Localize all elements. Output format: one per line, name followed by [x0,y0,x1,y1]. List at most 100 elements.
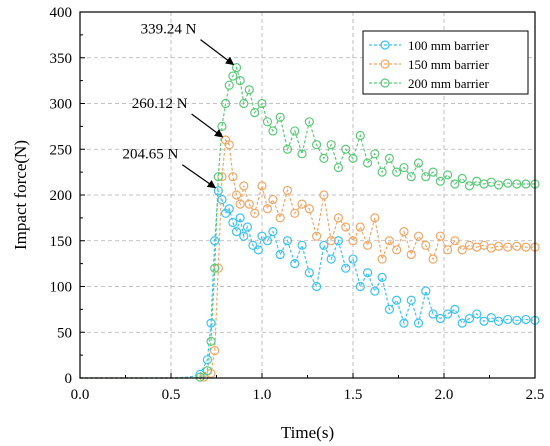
legend-label: 100 mm barrier [408,38,490,53]
data-point [370,149,380,159]
data-point [503,314,513,325]
data-point [257,181,267,191]
data-point [362,268,373,278]
data-point [319,190,329,200]
data-point [384,304,394,314]
data-point [290,126,300,136]
y-tick-label: 350 [50,51,73,67]
data-point [413,158,424,168]
data-point [333,236,344,246]
data-point [348,153,358,163]
data-point [262,117,273,127]
data-point [512,315,522,325]
legend-label: 150 mm barrier [408,57,490,72]
data-point [494,241,504,251]
data-point [355,130,365,141]
y-tick-label: 300 [50,97,73,113]
axis-ticks: 0.0 0.5 1.0 1.5 2.0 2.5 0 50 100 150 200 250 300 350 4… [50,5,545,403]
legend-marker [380,78,390,88]
x-tick-label: 2.0 [435,387,454,403]
data-point [202,366,212,376]
data-point [312,231,322,241]
data-point [250,208,260,218]
data-point [210,263,220,273]
data-point [268,227,278,237]
data-point [457,173,467,184]
data-point [472,309,482,319]
data-point [231,190,242,200]
data-point [231,227,242,237]
data-point [262,204,273,214]
data-point [512,179,522,189]
data-point [250,108,260,118]
data-point [275,112,285,122]
data-point [257,231,267,241]
annotation-label: 339.24 N [141,22,197,38]
series-3 [80,62,540,382]
data-point [392,167,402,177]
annotation-label: 260.12 N [132,96,188,112]
y-tick-label: 100 [50,280,73,296]
legend-marker [380,59,390,69]
data-point [384,153,394,163]
data-point [228,217,238,228]
data-point [355,222,365,232]
series-1 [80,186,540,379]
data-point [312,281,322,292]
data-point [242,222,253,232]
annotation-label: 204.65 N [122,147,178,163]
data-point [494,316,504,326]
legend-label: 200 mm barrier [408,76,490,91]
data-point [275,213,285,223]
data-point [435,313,445,324]
annotation-arrow [200,39,235,66]
data-point [443,170,453,180]
data-point [341,263,351,273]
data-point [413,231,424,241]
peak-annotations: 339.24 N 260.12 N 204.65 N [122,22,235,189]
data-point [262,236,273,246]
data-point [235,213,245,223]
data-point [457,318,467,328]
data-point [435,176,445,186]
data-point [239,98,249,109]
data-point [297,199,307,209]
data-point [421,240,431,250]
data-point [512,241,522,251]
data-point [521,242,531,252]
data-point [355,281,365,292]
data-point [443,309,453,319]
data-point [297,240,307,250]
data-point [341,222,351,232]
series-line [80,190,536,379]
x-tick-label: 0.0 [71,387,90,403]
data-point [319,240,329,250]
data-point [406,249,416,260]
y-tick-label: 50 [57,325,72,341]
data-point [406,172,416,182]
y-tick-label: 150 [50,234,73,250]
data-point [333,213,344,223]
data-point [257,98,267,109]
data-point [213,172,223,182]
data-point [319,153,329,163]
data-point [399,318,409,328]
data-point [224,80,234,90]
data-point [521,179,531,189]
data-point [464,181,475,191]
data-point [479,316,489,326]
data-point [210,345,220,356]
data-point [239,231,249,241]
data-point [450,236,460,246]
data-point [370,213,380,223]
data-point [333,162,344,173]
data-point [392,245,402,255]
data-point [235,76,245,86]
data-point [486,313,496,323]
data-point [326,254,336,264]
data-point [521,314,531,325]
data-point [224,140,234,150]
data-point [392,295,402,305]
data-point [248,240,258,250]
